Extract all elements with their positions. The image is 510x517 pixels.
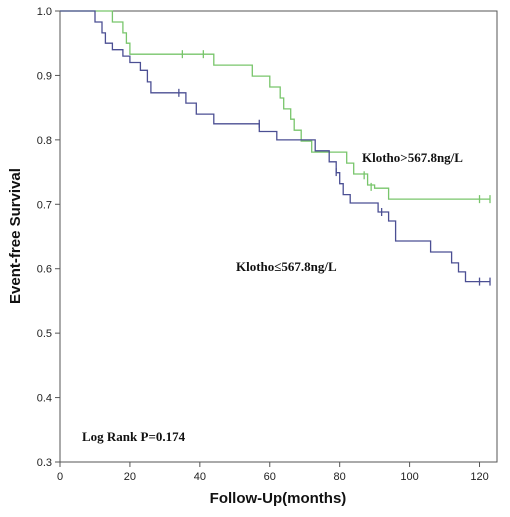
y-axis-title: Event-free Survival [7,168,24,304]
x-tick-label: 100 [400,471,418,483]
y-tick-label: 0.7 [37,199,52,211]
x-tick-label: 80 [334,471,346,483]
survival-curve-low [60,10,490,283]
x-tick-label: 120 [470,471,488,483]
y-tick-label: 0.6 [37,264,52,276]
y-tick-label: 1.0 [37,6,52,18]
y-tick-label: 0.9 [37,70,52,82]
y-tick-label: 0.4 [37,393,52,405]
y-tick-label: 0.5 [37,328,52,340]
plot-area [59,10,498,463]
series-layer [60,10,491,286]
x-tick-label: 20 [124,471,136,483]
y-tick-label: 0.3 [37,457,52,469]
low-group-label: Klotho≤567.8ng/L [236,259,337,274]
x-tick-label: 0 [57,471,63,483]
x-tick-label: 60 [264,471,276,483]
x-axis-title: Follow-Up(months) [210,490,347,507]
x-tick-label: 40 [194,471,206,483]
log-rank-label: Log Rank P=0.174 [82,429,186,444]
y-tick-label: 0.8 [37,135,52,147]
high-group-label: Klotho>567.8ng/L [362,150,463,165]
survival-curve-high [60,10,490,200]
y-axis-ticks: 1.0 0.9 0.8 0.7 0.6 0.5 0.4 0.3 [37,6,60,469]
x-axis-ticks: 0 20 40 60 80 100 120 [57,462,489,483]
